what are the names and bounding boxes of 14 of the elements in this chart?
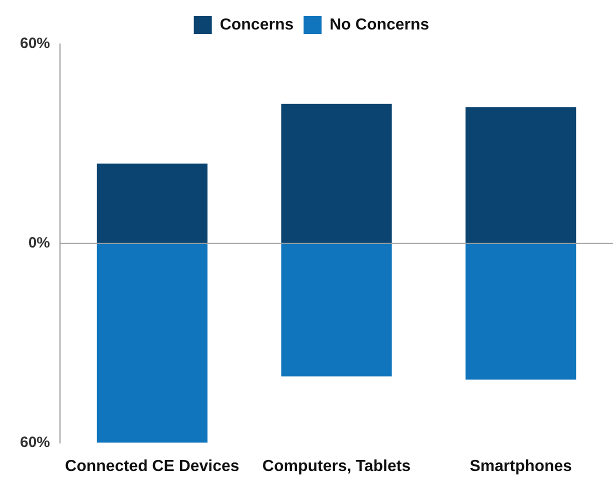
y-tick-label: 0%	[28, 234, 50, 252]
bar	[466, 243, 576, 380]
bar	[281, 243, 392, 376]
x-tick-label: Connected CE Devices	[65, 458, 240, 475]
bar	[96, 243, 208, 443]
y-tick-label: 60%	[20, 434, 50, 451]
y-tick-label: 60%	[20, 35, 50, 52]
bar	[466, 107, 576, 244]
legend-label: Concerns	[220, 16, 294, 34]
bar	[96, 164, 208, 244]
legend-label: No Concerns	[330, 16, 430, 34]
x-tick-label: Smartphones	[470, 458, 572, 475]
bar	[281, 104, 392, 244]
x-tick-label: Computers, Tablets	[262, 458, 411, 475]
